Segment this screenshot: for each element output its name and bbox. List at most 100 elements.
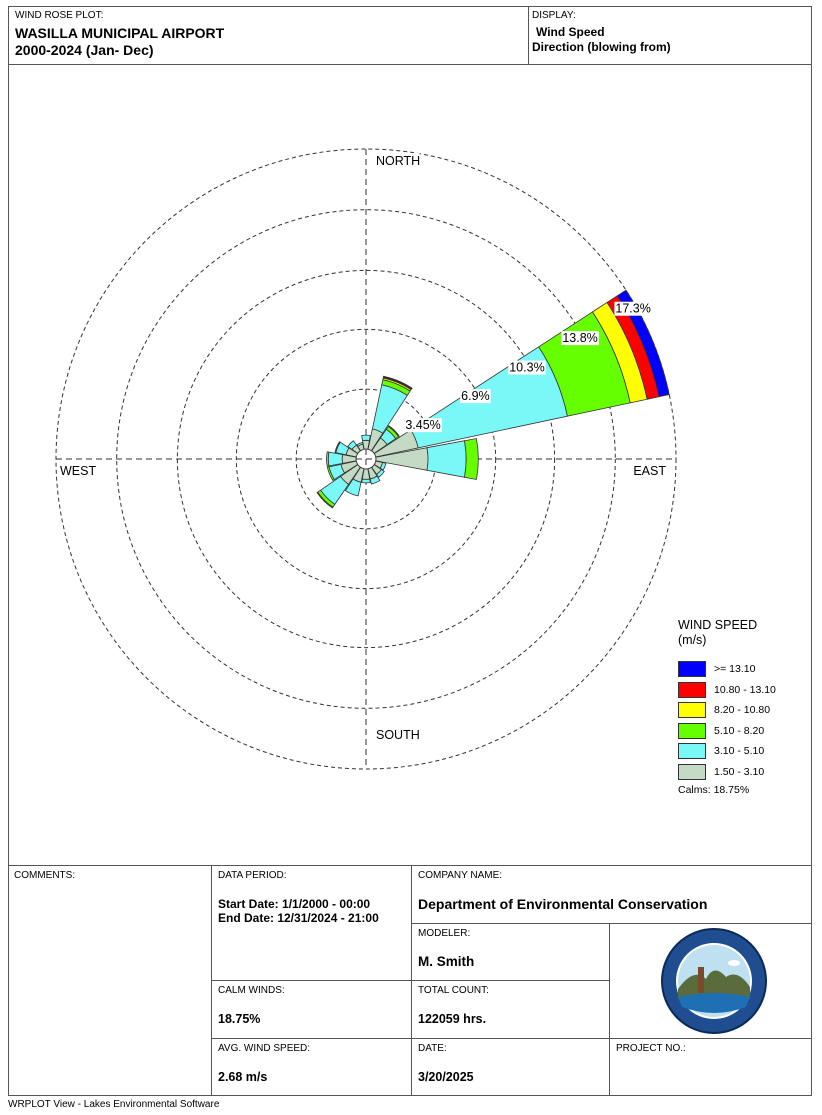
label-west: WEST [60,464,96,478]
legend: WIND SPEED (m/s) >= 13.10 10.80 - 13.10 8.… [678,618,808,796]
avg-speed-cell: AVG. WIND SPEED: 2.68 m/s [212,1039,412,1096]
label-south-bg [374,727,420,742]
petal-nne-class-6 [382,375,413,390]
legend-label: >= 13.10 [714,663,756,676]
data-period-cell: DATA PERIOD: Start Date: 1/1/2000 - 00:0… [212,866,412,981]
ring-label-bg-4 [561,331,599,346]
label-east: EAST [633,464,666,478]
petal-nnw-class-2 [356,441,364,447]
petal-sw-class-4 [316,491,334,509]
date-label: DATE: [418,1043,447,1054]
legend-swatch [678,763,706,780]
label-north: NORTH [376,154,420,168]
petal-sse-class-2 [369,475,381,485]
header: WIND ROSE PLOT: WASILLA MUNICIPAL AIRPOR… [8,6,812,65]
total-count-value: 122059 hrs. [418,1012,487,1026]
modeler-label: MODELER: [418,928,471,939]
period-range: 2000-2024 (Jan- Dec) [15,42,154,58]
legend-title: WIND SPEED [678,618,758,632]
date-cell: DATE: 3/20/2025 [412,1039,610,1096]
ring-label-bg-5 [614,301,652,316]
petal-w-class-3 [326,451,330,467]
header-divider [528,6,529,64]
label-west-bg [58,463,96,478]
legend-label: 3.10 - 5.10 [714,745,765,758]
legend-unit: (m/s) [678,633,707,647]
modeler-cell: MODELER: M. Smith [412,924,610,981]
total-count-label: TOTAL COUNT: [418,985,489,996]
modeler-name: M. Smith [418,954,475,969]
petal-w-class-2 [327,451,343,467]
legend-label: 1.50 - 3.10 [714,765,765,778]
display-label: DISPLAY: [532,10,576,21]
legend-item: 1.50 - 3.10 [678,762,808,783]
legend-swatch [678,743,706,760]
date-value: 3/20/2025 [418,1070,474,1084]
petal-ne-class-4 [387,425,400,438]
legend-label: 5.10 - 8.20 [714,724,765,737]
legend-swatch [678,661,706,678]
project-label: PROJECT NO.: [616,1043,686,1054]
petal-se-class-2 [376,469,385,478]
ring-label-bg-1 [404,418,442,433]
ring-4 [116,209,616,709]
start-date: Start Date: 1/1/2000 - 00:00 [218,897,371,911]
petal-wsw-class-3 [326,466,335,482]
station-name: WASILLA MUNICIPAL AIRPORT [15,25,225,41]
company-name: Department of Environmental Conservation [418,896,708,912]
legend-swatch [678,722,706,739]
software-credit: WRPLOT View - Lakes Environmental Softwa… [8,1099,220,1110]
legend-item: 8.20 - 10.80 [678,700,808,721]
comments-cell: COMMENTS: [8,866,212,1096]
display-direction: Direction (blowing from) [532,40,671,54]
data-period-label: DATA PERIOD: [218,870,287,881]
legend-item: >= 13.10 [678,659,808,680]
legend-item: 3.10 - 5.10 [678,741,808,762]
end-date: End Date: 12/31/2024 - 21:00 [218,911,379,925]
ring-label-4: 13.8% [562,331,597,345]
petal-nw-class-2 [347,440,357,450]
total-count-cell: TOTAL COUNT: 122059 hrs. [412,981,610,1039]
label-south: SOUTH [376,728,420,742]
legend-label: 8.20 - 10.80 [714,704,771,717]
ring-label-3: 10.3% [509,361,544,375]
legend-item: 5.10 - 8.20 [678,721,808,742]
info-table: COMMENTS: DATA PERIOD: Start Date: 1/1/2… [8,865,812,1096]
legend-label: 10.80 - 13.10 [714,683,776,696]
display-value: Wind Speed [536,25,605,39]
label-north-bg [374,153,420,168]
ring-3 [176,269,556,649]
company-label: COMPANY NAME: [418,870,503,881]
avg-speed-value: 2.68 m/s [218,1070,268,1084]
label-east-bg [630,463,668,478]
calm-winds-label: CALM WINDS: [218,985,285,996]
plot-type-label: WIND ROSE PLOT: [15,10,104,21]
legend-swatch [678,681,706,698]
calm-winds-value: 18.75% [218,1012,261,1026]
avg-speed-label: AVG. WIND SPEED: [218,1043,311,1054]
ring-label-1: 3.45% [405,418,440,432]
wind-rose-area: 3.45% 6.9% 10.3% 13.8% 17.3% NORTH SOUTH WEST E… [8,65,812,865]
comments-label: COMMENTS: [14,870,76,881]
ring-label-bg-2 [460,389,491,404]
legend-swatch [678,702,706,719]
petal-n-class-2 [361,434,371,442]
seal-cell [610,924,812,1039]
legend-calms: Calms: 18.75% [678,784,750,796]
petal-wnw-class-3 [334,441,341,454]
petal-ssw-class-2 [344,478,362,497]
petal-ese-class-2 [379,462,387,471]
project-cell: PROJECT NO.: [610,1039,812,1096]
ring-label-5: 17.3% [615,302,650,316]
petal-e-class-3 [464,438,479,480]
company-cell: COMPANY NAME: Department of Environmenta… [412,866,812,924]
page-frame [8,6,812,1096]
legend-item: 10.80 - 13.10 [678,680,808,701]
ring-label-bg-3 [508,360,546,375]
petal-e-class-2 [426,440,467,478]
wind-rose-chart: 3.45% 6.9% 10.3% 13.8% 17.3% NORTH SOUTH WEST E… [55,148,677,770]
calm-winds-cell: CALM WINDS: 18.75% [212,981,412,1039]
legend-items: >= 13.10 10.80 - 13.10 8.20 - 10.80 5.10 - … [678,659,808,782]
ring-label-2: 6.9% [461,389,490,403]
dec-seal-logo [661,928,767,1034]
